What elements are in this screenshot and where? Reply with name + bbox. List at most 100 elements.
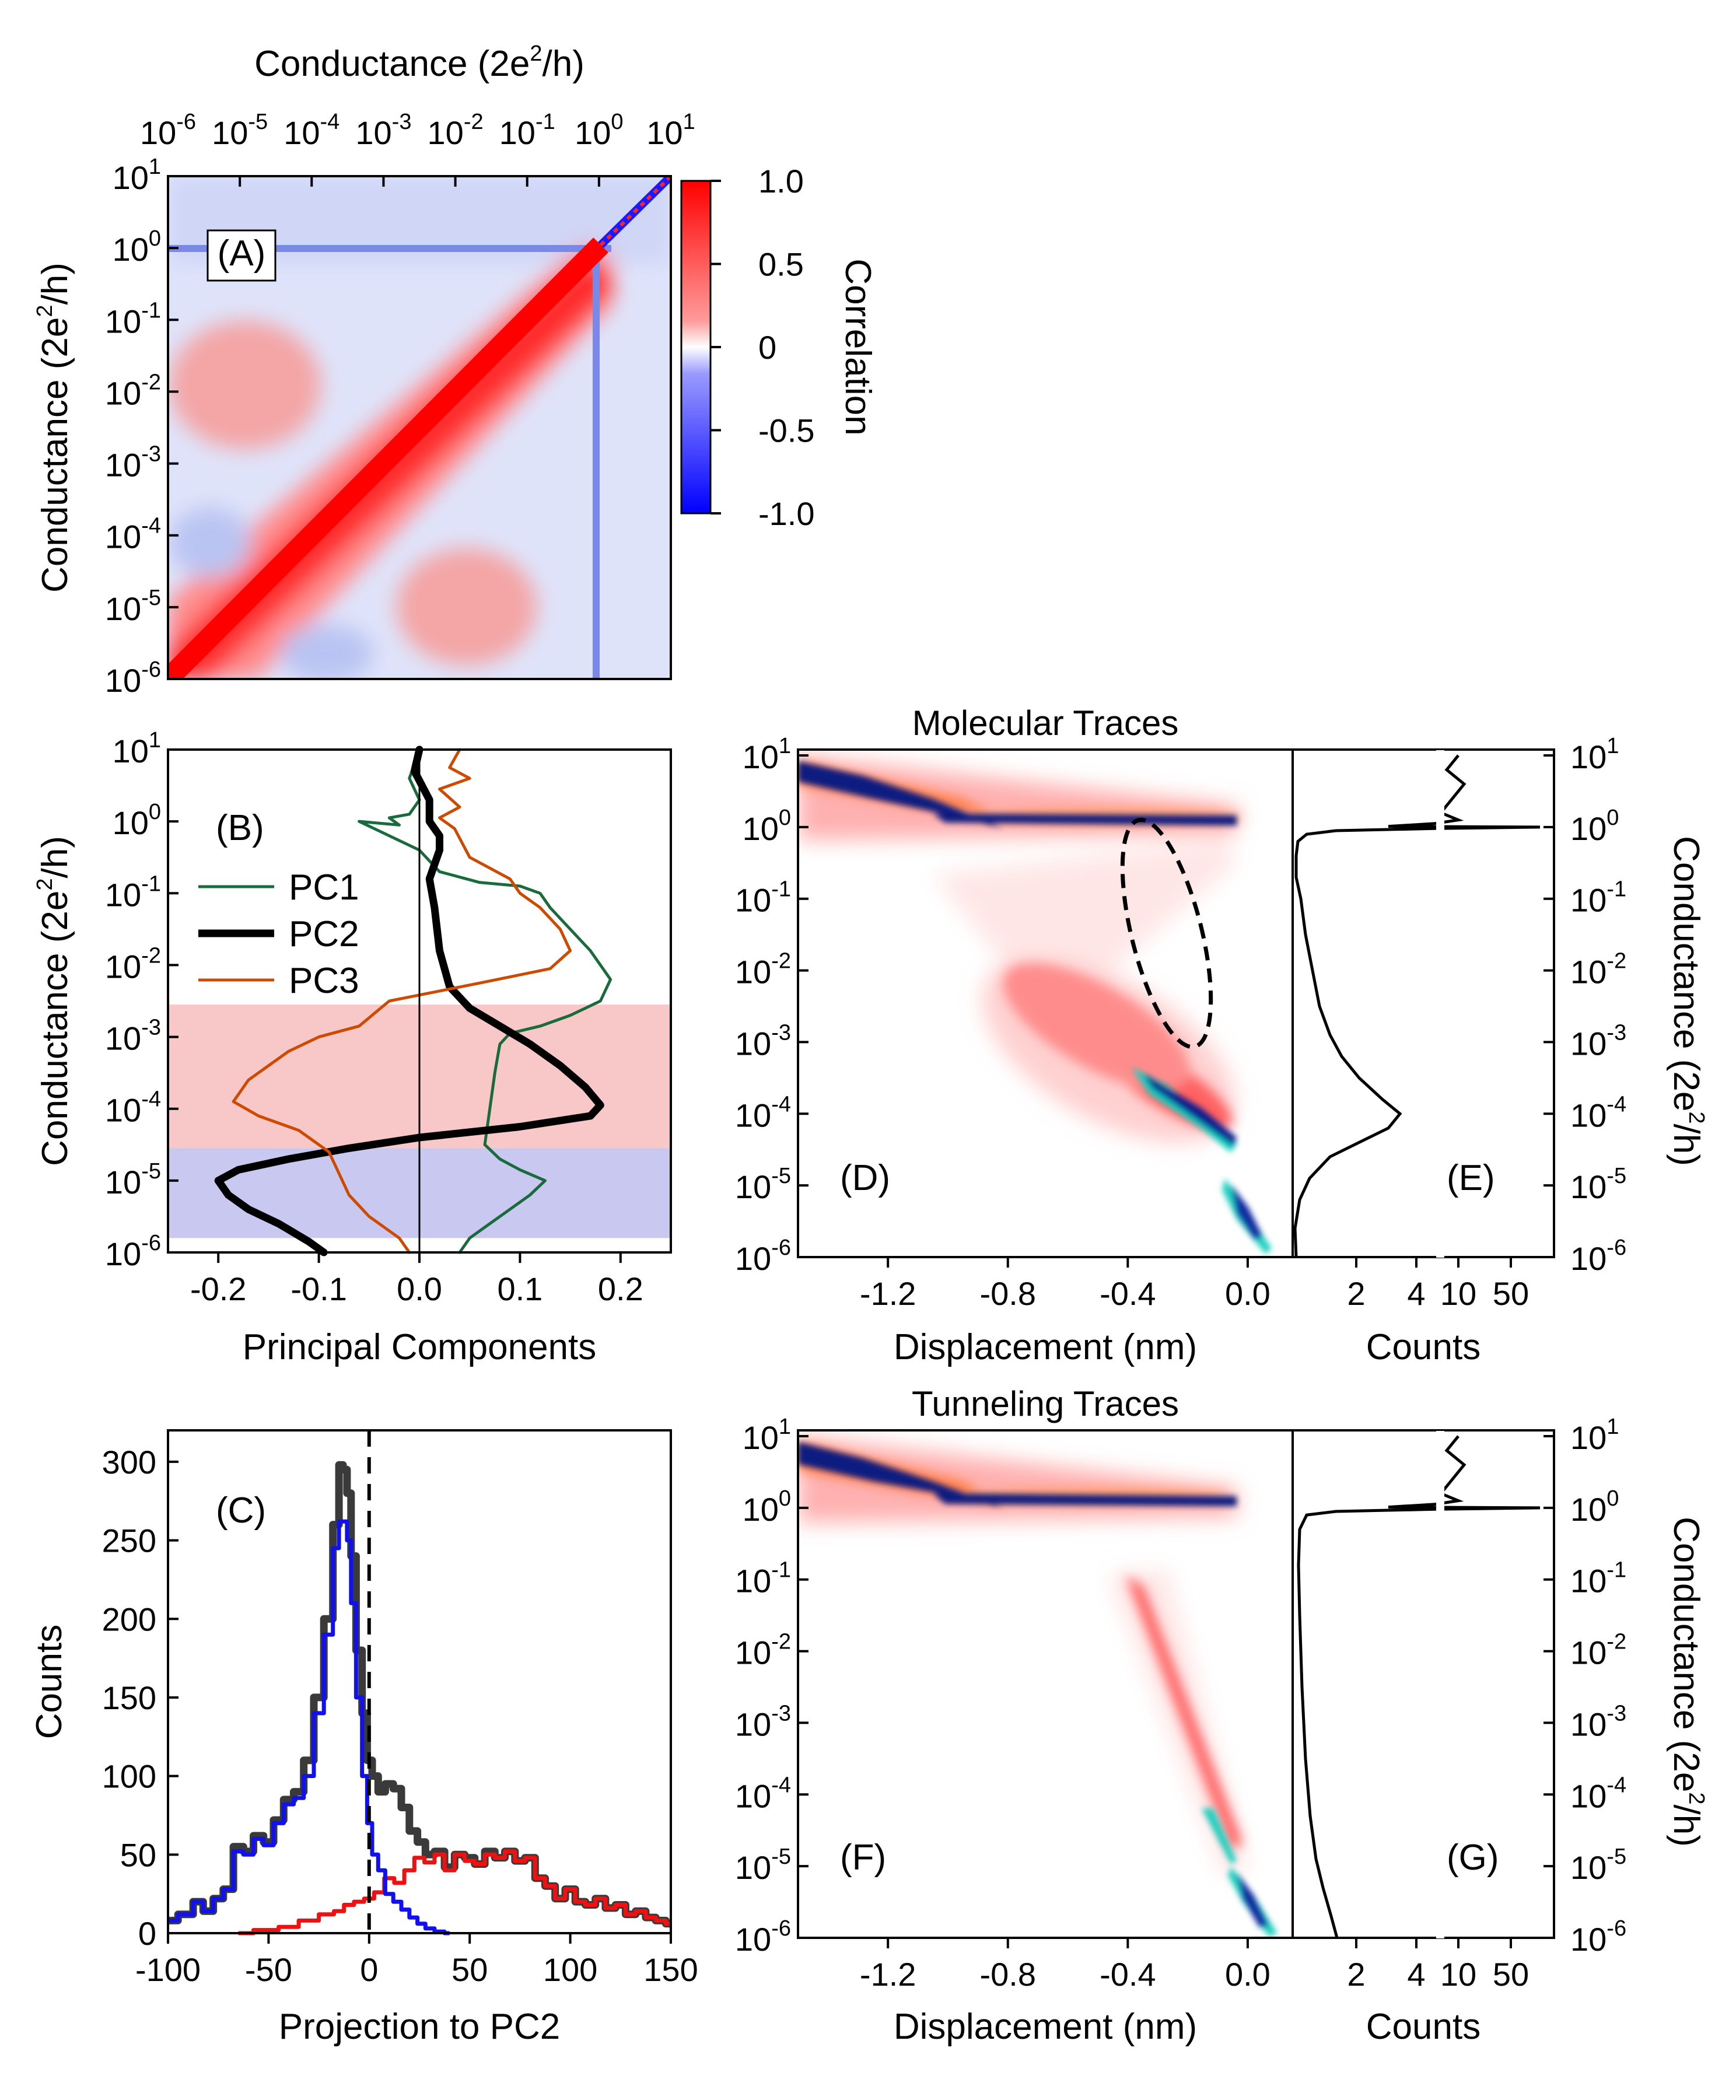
y-tick-label-b: 10-1: [105, 872, 161, 913]
y-tick-label-trace: 10-4: [735, 1773, 791, 1814]
panel-label-g: (G): [1447, 1838, 1499, 1878]
x-tick-label-c: 150: [643, 1951, 698, 1988]
y-tick-label-trace: 10-2: [735, 949, 791, 991]
y-tick-label-b: 10-3: [105, 1016, 161, 1057]
x-tick-label-a: 10-4: [284, 110, 340, 151]
title-d: Molecular Traces: [912, 704, 1179, 743]
y-tick-label-a: 10-6: [105, 657, 161, 699]
y-tick-label-a: 100: [113, 226, 161, 268]
colorbar-ticks: 1.00.50-0.5-1.0: [710, 163, 815, 532]
x-tick-label-b: 0.1: [497, 1270, 542, 1307]
y-tick-label-trace: 101: [743, 734, 791, 775]
y-tick-label-b: 101: [113, 728, 161, 769]
ylabel-c: Counts: [29, 1625, 69, 1739]
y-tick-label-hist: 10-3: [1570, 1701, 1626, 1742]
y-tick-label-a: 101: [113, 155, 161, 196]
histogram-curve-e: [1295, 755, 1540, 1257]
y-tick-label-trace: 10-3: [735, 1020, 791, 1062]
x-tick-label-trace: 0.0: [1225, 1275, 1270, 1312]
x-tick-label-a: 100: [575, 110, 623, 151]
y-tick-label-c: 150: [102, 1679, 156, 1716]
x-tick-label-hist: 10: [1440, 1956, 1476, 1993]
y-tick-label-hist: 100: [1570, 806, 1619, 847]
x-tick-label-c: -50: [245, 1951, 292, 1988]
y-tick-label-b: 10-2: [105, 943, 161, 985]
y-tick-label-a: 10-5: [105, 586, 161, 627]
y-tick-label-hist: 10-4: [1570, 1773, 1626, 1814]
y-tick-label-hist: 10-2: [1570, 1630, 1626, 1671]
legend-entry: PC2: [289, 914, 359, 954]
x-tick-label-trace: -0.4: [1100, 1956, 1156, 1993]
panel-a-correlation-map: (A) Conductance (2e2/h) 10-6 10-5 10-4 10-3…: [33, 41, 878, 699]
xlabel-b: Principal Components: [243, 1327, 597, 1367]
x-axis-g: 2 4 10 50: [1347, 1938, 1529, 1993]
x-axis-e: 2 4 10 50: [1347, 1257, 1529, 1312]
x-tick-label-a: 10-3: [355, 110, 411, 151]
x-tick-label-b: -0.2: [190, 1270, 247, 1307]
y-tick-label-trace: 10-4: [735, 1092, 791, 1133]
y-tick-label-c: 0: [138, 1915, 156, 1952]
x-tick-label-a: 10-6: [140, 110, 196, 151]
y-tick-label-trace: 100: [743, 1486, 791, 1528]
x-tick-label-a: 10-1: [499, 110, 555, 151]
y-tick-label-b: 100: [113, 800, 161, 841]
x-tick-label-c: 0: [360, 1951, 378, 1988]
y-tick-label-trace: 10-6: [735, 1236, 791, 1277]
axis-break-g: [1436, 1431, 1444, 1938]
y-tick-label-trace: 10-1: [735, 877, 791, 919]
ylabel-b: Conductance (2e2/h): [33, 836, 75, 1166]
x-tick-label-hist: 2: [1347, 1275, 1365, 1312]
y-tick-label-hist: 10-6: [1570, 1236, 1626, 1277]
y-tick-label-a: 10-3: [105, 442, 161, 484]
x-tick-label-b: 0.2: [598, 1270, 643, 1307]
x-axis-f: -1.2 -0.8 -0.4 0.0: [860, 1938, 1270, 1993]
y-tick-label-c: 50: [120, 1836, 156, 1873]
xlabel-c: Projection to PC2: [279, 2007, 560, 2047]
y-tick-label-hist: 10-1: [1570, 1558, 1626, 1600]
x-tick-label-b: 0.0: [397, 1270, 442, 1307]
y-tick-label-a: 10-4: [105, 514, 161, 555]
x-tick-label-b: -0.1: [290, 1270, 347, 1307]
ylabel-a: Conductance (2e2/h): [33, 262, 75, 593]
legend-entry: PC3: [289, 961, 359, 1001]
x-tick-label-c: 50: [452, 1951, 488, 1988]
x-tick-label-hist: 4: [1407, 1275, 1425, 1312]
y-tick-label-hist: 10-6: [1570, 1916, 1626, 1958]
panel-b-principal-components: (B) PC1 PC2 PC3 101 100 10-1 10-2 10-3 10-4 10-5…: [33, 728, 671, 1367]
y-tick-label-trace: 101: [743, 1415, 791, 1456]
y-tick-label-b: 10-5: [105, 1159, 161, 1200]
x-axis-d: -1.2 -0.8 -0.4 0.0: [860, 1257, 1270, 1312]
panel-label-a: (A): [218, 233, 266, 274]
y-tick-label-hist: 10-5: [1570, 1845, 1626, 1886]
x-tick-label-trace: -0.8: [980, 1275, 1037, 1312]
x-tick-label-c: 100: [543, 1951, 597, 1988]
series-c: [168, 1465, 671, 1933]
xlabel-d: Displacement (nm): [894, 1327, 1197, 1367]
legend-b: PC1PC2PC3: [198, 867, 359, 1001]
y-tick-label-hist: 101: [1570, 734, 1619, 775]
x-tick-label-a: 101: [646, 110, 695, 151]
y-tick-label-trace: 10-5: [735, 1164, 791, 1205]
y-tick-label-trace: 10-1: [735, 1558, 791, 1600]
y-tick-label-hist: 10-4: [1570, 1092, 1626, 1133]
xlabel-g: Counts: [1366, 2007, 1480, 2047]
colorbar-tick-label: 1.0: [758, 163, 804, 200]
x-tick-label-a: 10-5: [212, 110, 268, 151]
panel-d-molecular-traces: Molecular Traces (D) 10110010-110-210-31…: [735, 704, 1293, 1367]
x-tick-label-trace: 0.0: [1225, 1956, 1270, 1993]
panel-label-e: (E): [1447, 1158, 1495, 1198]
y-tick-label-c: 300: [102, 1444, 156, 1480]
ylabel-g: Conductance (2e2/h): [1666, 1517, 1709, 1847]
y-tick-label-hist: 10-5: [1570, 1164, 1626, 1205]
panel-label-c: (C): [216, 1490, 266, 1531]
y-tick-label-hist: 100: [1570, 1486, 1619, 1528]
y-tick-label-trace: 10-3: [735, 1701, 791, 1742]
colorbar: [681, 181, 710, 513]
panel-label-f: (F): [840, 1838, 886, 1878]
y-tick-label-b: 10-4: [105, 1087, 161, 1129]
top-xlabel-a: Conductance (2e2/h): [254, 41, 584, 84]
y-tick-label-hist: 10-1: [1570, 877, 1626, 919]
y-tick-label-c: 250: [102, 1522, 156, 1559]
xlabel-f: Displacement (nm): [894, 2007, 1197, 2047]
x-tick-label-trace: -0.8: [980, 1956, 1037, 1993]
